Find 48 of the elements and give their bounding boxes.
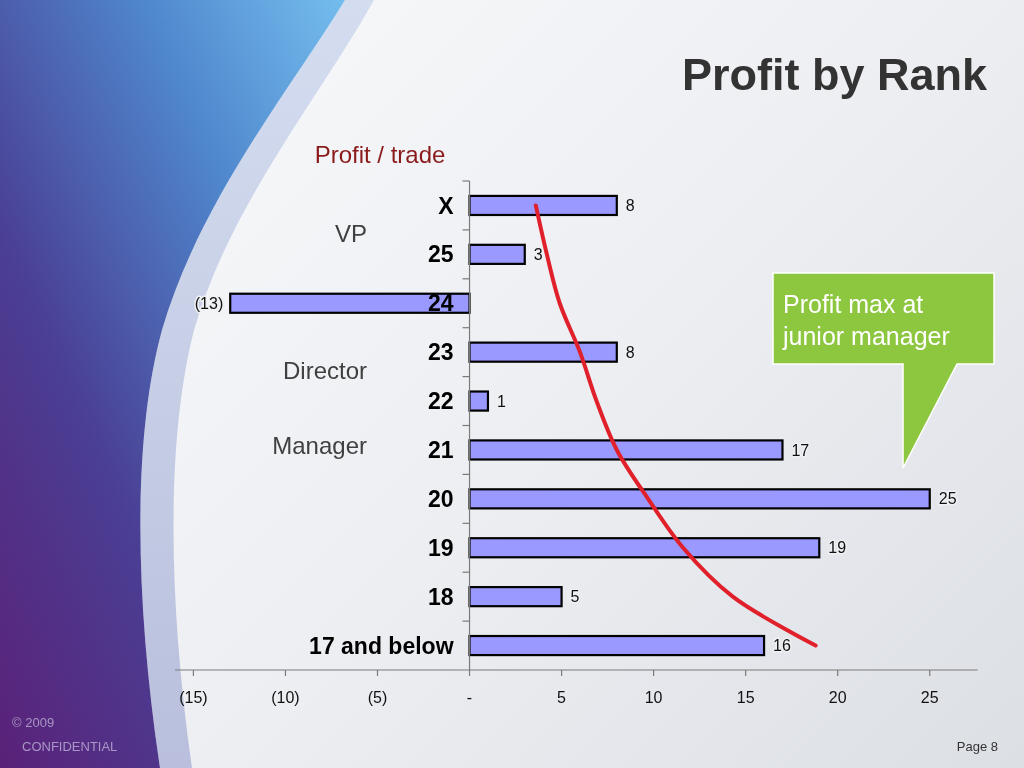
data-label: 8 [625,343,635,361]
annotation: Profit max at junior manager [782,290,950,350]
y-tick-label: 24 [427,290,454,317]
data-label: 19 [828,539,847,557]
x-tick-label: (5) [367,689,388,706]
annotation: VP [334,220,367,247]
data-label: 8 [625,197,635,215]
data-label: 1 [496,392,506,410]
annotation: Manager [272,432,367,459]
y-tick-label: 17 and below [309,632,454,659]
y-tick-label: 21 [427,437,454,463]
bar [229,292,471,314]
data-label: 17 [791,441,810,459]
y-tick-label: 19 [427,534,454,561]
annotation: Director [282,357,367,384]
y-tick-label: 25 [427,241,454,268]
x-tick-label: 5 [557,689,567,706]
x-tick-label: (10) [271,689,300,706]
data-label: 25 [938,490,957,508]
x-tick-label: 10 [644,689,663,706]
x-tick-label: - [466,689,473,706]
chart-title: Profit by Rank [681,49,988,100]
y-tick-label: 20 [427,485,454,512]
bar [468,194,618,217]
bar [468,341,618,363]
data-label: (13) [194,294,224,312]
bar [468,488,931,510]
x-tick-label: 20 [828,689,847,706]
data-label: 16 [773,637,791,655]
bar [468,634,766,657]
text: Page 8 [956,739,998,754]
text: © 2009 [12,715,55,730]
x-tick-label: 25 [920,689,939,706]
x-tick-label: 15 [736,689,755,706]
bar [468,390,490,412]
bar [468,537,821,559]
data-label: 5 [570,588,580,606]
text: CONFIDENTIAL [22,739,118,754]
data-label: 3 [533,245,543,263]
x-tick-label: (15) [179,689,208,706]
bar [468,586,563,608]
bar [468,243,526,265]
y-tick-label: 22 [427,388,454,415]
chart-subtitle: Profit / trade [314,141,446,168]
y-tick-label: X [438,192,455,219]
bar [468,439,784,461]
y-tick-label: 23 [427,339,454,366]
y-tick-label: 18 [427,583,454,610]
